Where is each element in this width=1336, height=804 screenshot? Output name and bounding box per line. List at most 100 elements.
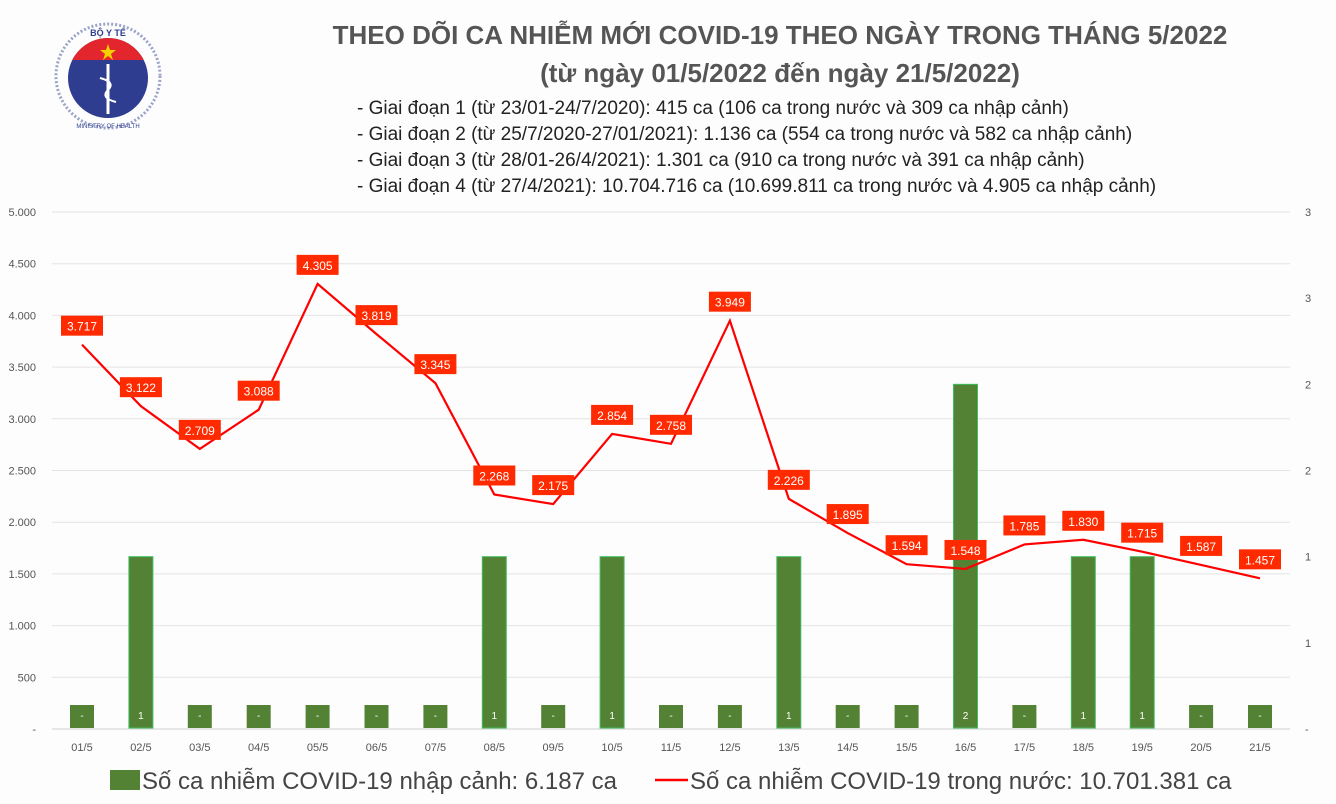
x-tick-label: 14/5 [837,742,858,754]
right-tick-label: 3 [1305,293,1311,305]
bar [305,705,330,728]
line-series [81,282,1261,580]
bar-label: - [257,711,260,722]
note-1: - Giai đoạn 1 (từ 23/01-24/7/2020): 415 … [357,98,1069,119]
x-tick-label: 12/5 [719,742,740,754]
line-label: 3.819 [361,309,391,323]
bar [1070,556,1096,729]
line-label: 3.088 [244,385,274,399]
x-tick-label: 04/5 [248,742,269,754]
line-label-box [1121,522,1164,543]
x-tick-label: 02/5 [130,742,151,754]
line-label: 1.830 [1068,515,1098,529]
line-label: 1.548 [950,544,980,558]
left-tick-label: 4.000 [8,310,36,322]
left-tick-label: 1.000 [8,621,36,633]
line-label: 3.717 [67,320,97,334]
bar-label: 1 [492,711,498,722]
line-label-box [885,535,928,556]
line-label-box [532,475,575,496]
line-label: 2.758 [656,419,686,433]
bar [481,556,507,729]
bar-label: - [1199,711,1202,722]
x-tick-label: 08/5 [484,742,505,754]
line-label: 1.457 [1245,553,1275,567]
bar-label: - [375,711,378,722]
line-label: 2.268 [479,469,509,483]
x-tick-label: 15/5 [896,742,917,754]
chart-title: THEO DÕI CA NHIỄM MỚI COVID-19 THEO NGÀY… [332,20,1228,50]
line-label: 2.709 [185,424,215,438]
bar-label: 1 [138,711,144,722]
line-label-box [1062,510,1105,531]
left-tick-label: 3.500 [8,362,36,374]
line-label: 2.175 [538,479,568,493]
x-tick-label: 18/5 [1073,742,1094,754]
bar [599,556,625,729]
legend-line-label: Số ca nhiễm COVID-19 trong nước: 10.701.… [690,768,1232,795]
note-3: - Giai đoạn 3 (từ 28/01-26/4/2021): 1.30… [357,150,1085,171]
bar [776,556,802,729]
line-label: 2.854 [597,409,627,423]
right-tick-label: 1 [1305,638,1311,650]
line-label-box [414,354,457,375]
line-label-box [767,469,810,490]
x-tick-label: 01/5 [71,742,92,754]
note-4: - Giai đoạn 4 (từ 27/4/2021): 10.704.716… [357,176,1157,197]
bar [423,705,448,728]
bar-label: - [669,711,672,722]
x-tick-label: 17/5 [1014,742,1035,754]
bar [246,705,271,728]
svg-text:BỘ Y TẾ: BỘ Y TẾ [90,27,126,38]
bar [894,705,919,728]
line-label-box [296,254,339,275]
x-tick-label: 11/5 [661,742,682,754]
line-label-box [650,414,692,435]
bar-label: - [1023,711,1026,722]
bar-label: 2 [963,711,969,722]
left-tick-label: 2.000 [8,517,36,529]
bar [541,705,566,728]
left-tick-label: - [32,724,36,736]
right-tick-label: - [1305,724,1309,736]
bar-label: - [198,711,201,722]
bar [1189,705,1214,728]
line-label-box [1003,515,1046,536]
right-tick-label: 3 [1305,207,1311,219]
bar [187,705,212,728]
x-tick-label: 05/5 [307,742,328,754]
x-tick-label: 20/5 [1190,742,1211,754]
right-tick-label: 2 [1305,466,1311,478]
left-tick-label: 2.500 [8,466,36,478]
bar-label: 1 [1081,711,1087,722]
left-tick-label: 500 [18,672,36,684]
bar-label: 1 [609,711,615,722]
line-label-box [237,380,280,401]
bar [364,705,389,728]
left-tick-label: 3.000 [8,414,36,426]
line-label: 2.226 [774,474,804,488]
bar-label: - [552,711,555,722]
line-label-box [61,315,103,336]
bar-label: - [728,711,731,722]
line-label: 3.122 [126,381,156,395]
line-label-box [708,291,751,312]
legend-bar-swatch [110,770,140,790]
bar-label: - [316,711,319,722]
left-tick-label: 5.000 [8,207,36,219]
line-label: 4.305 [303,259,333,273]
right-tick-label: 2 [1305,379,1311,391]
x-tick-label: 09/5 [542,742,563,754]
x-tick-label: 19/5 [1131,742,1152,754]
bar-label: 1 [1139,711,1145,722]
line-label: 1.587 [1186,540,1216,554]
bar [70,705,94,728]
x-tick-label: 10/5 [601,742,622,754]
line-label-box [473,465,516,486]
line-label-box [1180,535,1223,556]
left-tick-label: 4.500 [8,259,36,271]
bar [128,556,154,729]
bar-label: - [434,711,437,722]
x-tick-label: 21/5 [1249,742,1270,754]
